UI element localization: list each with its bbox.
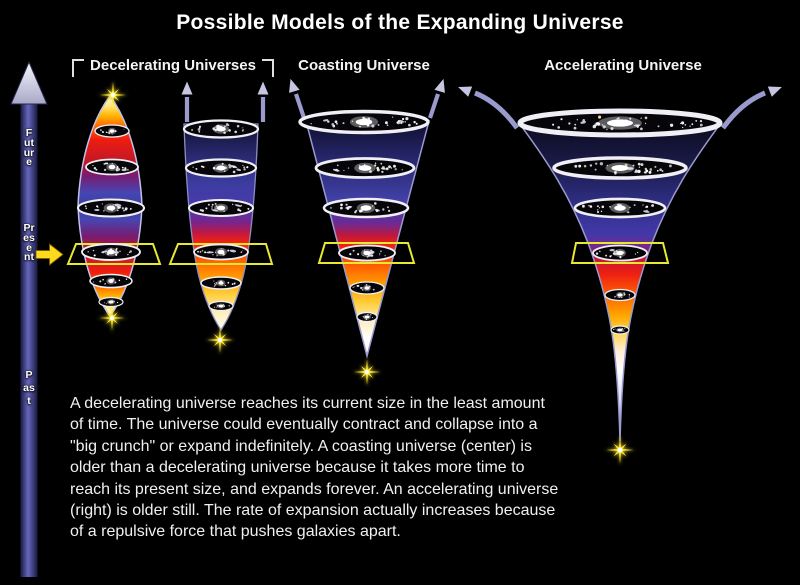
section-label-decelerating: Decelerating Universes	[90, 57, 256, 74]
bracket-left-icon	[72, 59, 84, 77]
starburst-icon	[97, 303, 127, 333]
time-axis-arrowhead-icon	[10, 60, 48, 105]
galaxy-disk	[94, 124, 130, 138]
section-label-coasting: Coasting Universe	[298, 57, 430, 74]
galaxy-disk	[610, 325, 630, 335]
present-plane-box	[66, 243, 162, 265]
galaxy-disk	[76, 198, 146, 218]
arrowhead-icon	[285, 77, 300, 93]
time-axis-shaft	[20, 100, 38, 577]
galaxy-disk	[200, 276, 242, 290]
starburst-icon	[205, 325, 235, 355]
galaxy-disk	[349, 281, 385, 295]
galaxy-disk	[81, 243, 141, 261]
galaxy-disk	[314, 157, 416, 179]
starburst-icon	[98, 80, 128, 110]
time-label-present: Present	[23, 222, 35, 264]
starburst-icon	[604, 434, 636, 466]
present-plane-box	[168, 243, 274, 265]
page-title: Possible Models of the Expanding Univers…	[176, 11, 624, 34]
galaxy-disk	[184, 158, 258, 178]
arrowhead-icon	[767, 81, 784, 97]
description-line: older than a decelerating universe becau…	[70, 459, 525, 477]
galaxy-disk	[356, 311, 378, 323]
galaxy-disk	[98, 296, 124, 308]
description-line: of a repulsive force that pushes galaxie…	[70, 523, 401, 541]
galaxy-disk	[298, 109, 430, 135]
arrowhead-icon	[181, 81, 193, 95]
galaxy-disk	[85, 158, 139, 176]
galaxy-disk	[604, 288, 636, 302]
starburst-icon	[352, 357, 382, 387]
arrowhead-icon	[257, 81, 269, 95]
model-coasting	[285, 77, 449, 387]
arrowhead-icon	[434, 77, 449, 93]
description-line: A decelerating universe reaches its curr…	[70, 395, 545, 412]
description-line: (right) is older still. The rate of expa…	[70, 502, 556, 520]
time-label-future: Future	[23, 127, 35, 169]
arrowhead-icon	[456, 81, 473, 97]
galaxy-disk	[182, 119, 260, 139]
description-line: of time. The universe could eventually c…	[70, 416, 538, 434]
galaxy-disk	[193, 243, 249, 261]
model-accelerating	[456, 81, 784, 466]
galaxy-disk	[208, 300, 234, 312]
galaxy-disk	[573, 197, 667, 219]
bracket-right-icon	[262, 59, 274, 77]
present-plane-box	[317, 242, 416, 264]
galaxy-disk	[592, 244, 648, 262]
galaxy-disk	[517, 108, 723, 138]
galaxy-disk	[338, 244, 396, 262]
galaxy-disk	[322, 197, 410, 219]
section-label-accelerating: Accelerating Universe	[544, 57, 702, 74]
model-decelerating-open	[168, 81, 274, 355]
expansion-arrow-icon	[474, 90, 766, 130]
expansion-arrow-icon	[184, 97, 266, 122]
model-decelerating-closed	[66, 80, 162, 333]
time-axis-arrow	[10, 60, 48, 577]
present-indicator-arrow-icon	[35, 243, 64, 266]
galaxy-disk	[89, 273, 133, 289]
time-label-past: Past	[23, 369, 35, 407]
description-line: reach its present size, and expands fore…	[70, 480, 559, 498]
galaxy-disk	[552, 156, 688, 180]
expansion-arrow-icon	[294, 93, 440, 119]
model-decelerating-open-body	[183, 123, 259, 332]
galaxy-disk	[187, 198, 255, 218]
present-plane-box	[570, 242, 670, 264]
description-text: A decelerating universe reaches its curr…	[70, 393, 558, 543]
description-line: "big crunch" or expand indefinitely. A c…	[70, 437, 532, 455]
